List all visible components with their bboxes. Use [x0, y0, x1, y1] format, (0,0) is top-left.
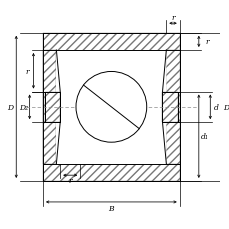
Text: r: r: [170, 14, 174, 22]
Text: D₁: D₁: [222, 103, 229, 111]
Text: r: r: [205, 38, 208, 46]
Polygon shape: [56, 51, 60, 164]
Text: d: d: [213, 103, 218, 111]
Polygon shape: [43, 34, 179, 181]
Text: d₁: d₁: [200, 133, 208, 141]
Polygon shape: [43, 51, 56, 164]
Circle shape: [76, 72, 146, 143]
Polygon shape: [45, 92, 60, 123]
Text: r: r: [25, 68, 29, 75]
Text: r: r: [68, 176, 72, 184]
Text: D₂: D₂: [19, 103, 28, 111]
Polygon shape: [162, 92, 177, 123]
Polygon shape: [162, 51, 166, 164]
Text: B: B: [108, 204, 114, 212]
Polygon shape: [56, 51, 166, 164]
Text: D: D: [7, 103, 14, 111]
Polygon shape: [166, 51, 179, 164]
